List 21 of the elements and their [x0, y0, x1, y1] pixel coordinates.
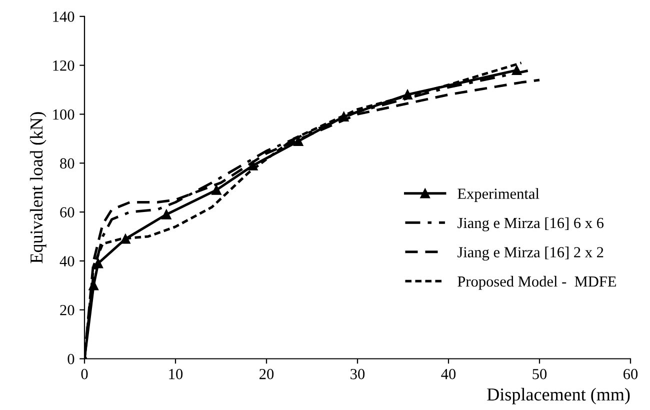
- legend-label: Proposed Model - MDFE: [458, 276, 616, 290]
- x-tick-label: 40: [441, 368, 456, 380]
- legend-label: Jiang e Mirza [16] 2 x 2: [458, 246, 604, 261]
- y-tick-label: 60: [60, 207, 74, 218]
- y-axis-title: Equivalent load (kN): [30, 112, 46, 264]
- y-tick-label: 100: [53, 109, 74, 120]
- y-tick-label: 140: [53, 12, 74, 22]
- y-tick-label: 20: [60, 304, 74, 316]
- y-tick-label: 0: [68, 354, 74, 364]
- y-tick-label: 120: [53, 60, 74, 71]
- legend-label: Experimental: [458, 188, 540, 202]
- x-tick-label: 60: [624, 368, 638, 380]
- y-tick-label: 80: [60, 158, 74, 169]
- x-axis-title: Displacement (mm): [487, 388, 630, 404]
- x-tick-label: 0: [81, 368, 88, 380]
- x-tick-label: 50: [532, 368, 547, 380]
- legend-label: Jiang e Mirza [16] 6 x 6: [458, 217, 604, 232]
- x-tick-label: 20: [260, 368, 274, 380]
- y-tick-label: 40: [60, 256, 74, 266]
- x-tick-label: 10: [169, 368, 183, 380]
- x-tick-label: 30: [350, 368, 365, 380]
